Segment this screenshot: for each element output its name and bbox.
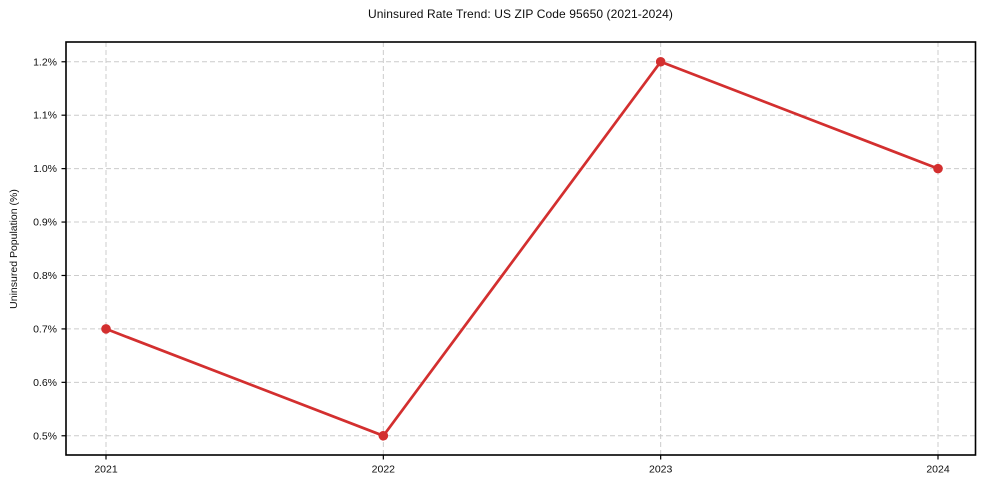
y-tick-label: 0.6% — [33, 377, 57, 389]
trend-line — [104, 60, 940, 438]
y-tick-label: 0.9% — [33, 217, 57, 229]
x-tick-label: 2023 — [649, 464, 673, 476]
data-point-2022 — [378, 430, 389, 441]
plot-border — [65, 41, 977, 456]
y-tick-label: 1.1% — [33, 110, 57, 122]
data-point-2023 — [655, 56, 666, 67]
data-point-2024 — [933, 163, 943, 174]
x-tick-label: 2022 — [372, 464, 396, 476]
chart-title: Uninsured Rate Trend: US ZIP Code 95650 … — [367, 7, 674, 21]
x-tick-label: 2021 — [94, 464, 118, 476]
y-tick-label: 0.8% — [33, 270, 57, 282]
x-tick-label: 2024 — [926, 464, 950, 476]
y-tick-label: 0.5% — [33, 430, 57, 442]
y-tick-label: 0.7% — [33, 323, 57, 335]
data-point-2021 — [101, 324, 111, 334]
y-tick-label: 1.2% — [33, 56, 57, 68]
y-tick-label: 1.0% — [33, 163, 57, 175]
